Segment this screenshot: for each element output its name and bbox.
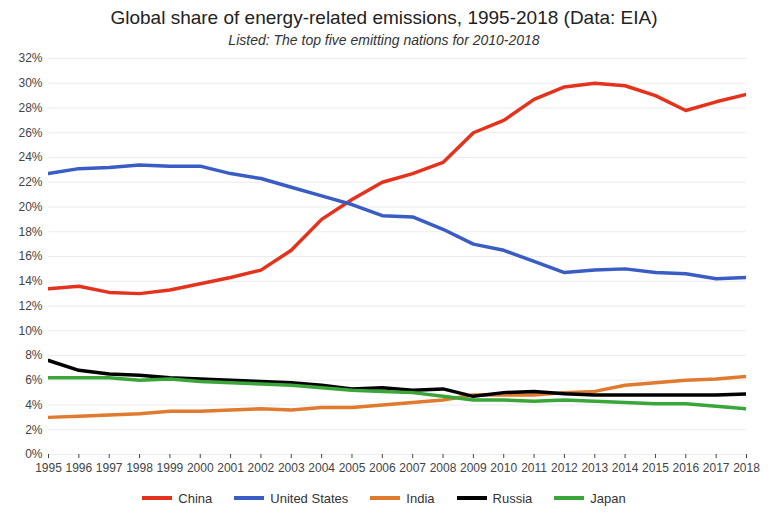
html-text:Listed: The top five emitting: Listed: The top five emitting nations fo… — [228, 32, 540, 48]
svg-text:1995: 1995 — [35, 461, 62, 475]
svg-text:1999: 1999 — [157, 461, 184, 475]
svg-text:2014: 2014 — [612, 461, 639, 475]
svg-text:2018: 2018 — [733, 461, 760, 475]
svg-text:2003: 2003 — [278, 461, 305, 475]
html-text:United States: United States — [270, 490, 349, 506]
svg-text:2015: 2015 — [642, 461, 669, 475]
svg-text:2000: 2000 — [187, 461, 214, 475]
svg-text:2016: 2016 — [672, 461, 699, 475]
svg-text:2006: 2006 — [369, 461, 396, 475]
svg-text:2%: 2% — [25, 423, 43, 437]
svg-text:2004: 2004 — [308, 461, 335, 475]
svg-text:4%: 4% — [25, 398, 43, 412]
svg-text:2010: 2010 — [490, 461, 517, 475]
svg-text:1996: 1996 — [65, 461, 92, 475]
html-text:Global share of energy-related: Global share of energy-related emissions… — [110, 7, 658, 28]
svg-text:0%: 0% — [25, 447, 43, 461]
svg-text:16%: 16% — [18, 249, 42, 263]
svg-text:1997: 1997 — [96, 461, 123, 475]
svg-text:6%: 6% — [25, 373, 43, 387]
svg-text:2013: 2013 — [581, 461, 608, 475]
html-text:Russia: Russia — [492, 490, 533, 506]
svg-text:2017: 2017 — [703, 461, 730, 475]
svg-text:2011: 2011 — [521, 461, 547, 475]
html-text:Japan: Japan — [590, 490, 626, 506]
svg-text:32%: 32% — [18, 51, 42, 65]
svg-text:2002: 2002 — [248, 461, 275, 475]
svg-text:2008: 2008 — [430, 461, 457, 475]
svg-text:2009: 2009 — [460, 461, 487, 475]
svg-text:30%: 30% — [18, 76, 42, 90]
svg-text:26%: 26% — [18, 126, 42, 140]
html-text:China: China — [178, 490, 213, 506]
svg-text:24%: 24% — [18, 150, 42, 164]
svg-text:8%: 8% — [25, 348, 43, 362]
svg-text:22%: 22% — [18, 175, 42, 189]
svg-text:10%: 10% — [18, 324, 42, 338]
svg-text:18%: 18% — [18, 225, 42, 239]
svg-text:12%: 12% — [18, 299, 42, 313]
html-text:India: India — [406, 490, 435, 506]
svg-text:28%: 28% — [18, 101, 42, 115]
svg-text:14%: 14% — [18, 274, 42, 288]
svg-text:2012: 2012 — [551, 461, 578, 475]
svg-text:2001: 2001 — [217, 461, 244, 475]
svg-text:2007: 2007 — [399, 461, 426, 475]
svg-text:20%: 20% — [18, 200, 42, 214]
svg-text:1998: 1998 — [126, 461, 153, 475]
svg-text:2005: 2005 — [339, 461, 366, 475]
